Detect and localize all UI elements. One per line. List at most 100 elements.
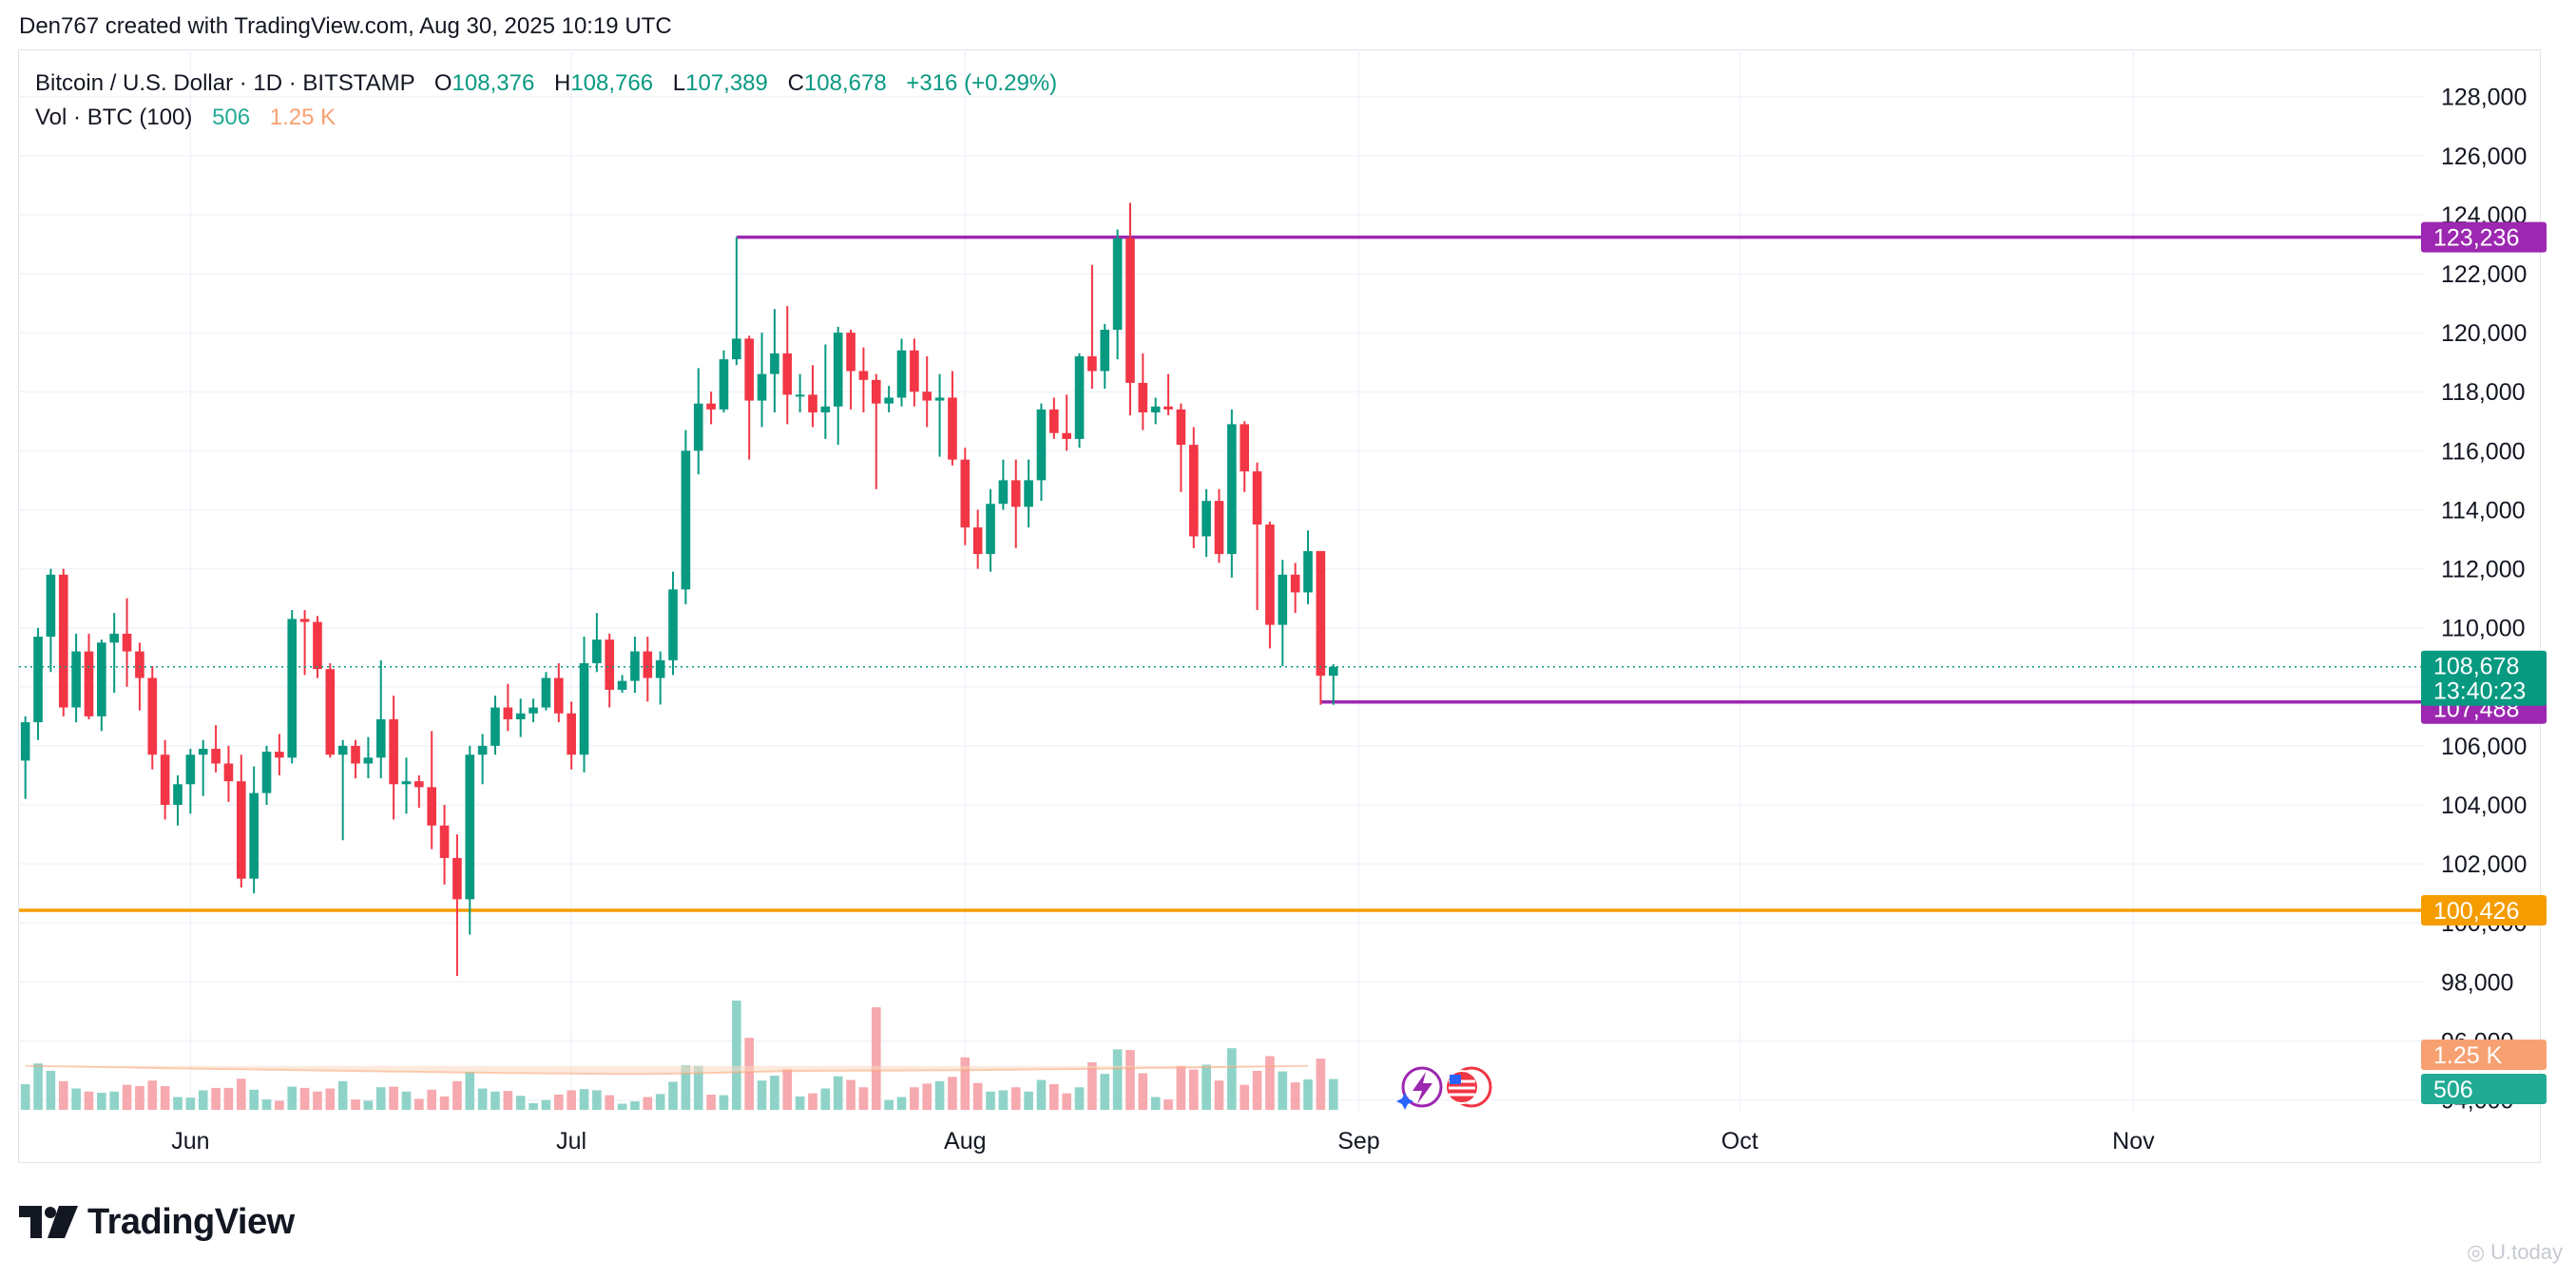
candle[interactable] xyxy=(1188,427,1199,548)
candle[interactable] xyxy=(185,749,196,814)
us-flag-event-icon[interactable] xyxy=(1445,1066,1492,1108)
candle[interactable] xyxy=(529,698,538,723)
candle[interactable] xyxy=(71,633,81,723)
candle[interactable] xyxy=(465,745,475,935)
candle[interactable] xyxy=(147,666,158,770)
candles[interactable] xyxy=(20,202,1338,977)
candle[interactable] xyxy=(934,373,945,457)
candle[interactable] xyxy=(211,725,221,773)
candle[interactable] xyxy=(313,616,322,678)
candle[interactable] xyxy=(1087,264,1097,390)
volume-label[interactable]: Vol · BTC (100) xyxy=(35,105,193,130)
candle[interactable] xyxy=(1201,488,1211,558)
candle[interactable] xyxy=(986,488,995,572)
candle[interactable] xyxy=(668,571,678,676)
candle[interactable] xyxy=(1074,353,1085,449)
candle[interactable] xyxy=(46,568,56,673)
candle[interactable] xyxy=(972,509,983,569)
candle[interactable] xyxy=(553,662,564,723)
candle[interactable] xyxy=(249,766,259,894)
candle[interactable] xyxy=(1328,664,1338,705)
candle[interactable] xyxy=(1303,530,1313,604)
candle[interactable] xyxy=(1227,409,1237,578)
candle[interactable] xyxy=(198,739,208,796)
candle[interactable] xyxy=(922,355,932,428)
candle[interactable] xyxy=(337,739,348,841)
candle[interactable] xyxy=(503,683,513,732)
candle[interactable] xyxy=(655,651,665,705)
candle[interactable] xyxy=(592,613,602,673)
candle[interactable] xyxy=(1316,550,1326,705)
candle[interactable] xyxy=(693,368,703,475)
candle[interactable] xyxy=(427,731,437,849)
candle[interactable] xyxy=(1062,394,1071,451)
candle[interactable] xyxy=(579,637,589,773)
candle[interactable] xyxy=(1010,459,1021,548)
candle[interactable] xyxy=(160,739,170,820)
candle[interactable] xyxy=(1290,563,1300,614)
candle[interactable] xyxy=(833,326,843,446)
candle[interactable] xyxy=(84,633,94,719)
candle[interactable] xyxy=(236,754,246,888)
candle[interactable] xyxy=(261,745,272,806)
tradingview-logo[interactable]: TradingView xyxy=(19,1199,295,1245)
candle[interactable] xyxy=(1214,488,1224,563)
candle[interactable] xyxy=(846,330,855,410)
candle[interactable] xyxy=(541,672,551,711)
candle[interactable] xyxy=(706,391,716,425)
candle[interactable] xyxy=(515,698,526,737)
candle[interactable] xyxy=(1138,353,1148,430)
candle[interactable] xyxy=(795,373,805,412)
candle[interactable] xyxy=(414,774,424,809)
candle[interactable] xyxy=(1100,323,1110,390)
candle[interactable] xyxy=(782,306,793,425)
candle[interactable] xyxy=(896,338,907,407)
candle[interactable] xyxy=(351,739,360,779)
candle[interactable] xyxy=(820,344,831,439)
candle[interactable] xyxy=(757,333,767,428)
candle[interactable] xyxy=(1176,403,1186,492)
candle[interactable] xyxy=(948,371,957,466)
candle[interactable] xyxy=(719,350,729,412)
candle[interactable] xyxy=(1112,229,1123,360)
candle[interactable] xyxy=(1163,373,1173,416)
candle[interactable] xyxy=(1240,421,1250,492)
candle[interactable] xyxy=(325,662,336,758)
candle[interactable] xyxy=(1265,521,1275,649)
candle[interactable] xyxy=(871,373,881,489)
candle[interactable] xyxy=(173,774,183,826)
candle[interactable] xyxy=(858,347,869,412)
candle[interactable] xyxy=(439,805,450,885)
candle[interactable] xyxy=(275,734,284,775)
symbol-label[interactable]: Bitcoin / U.S. Dollar · 1D · BITSTAMP xyxy=(35,70,415,96)
candle[interactable] xyxy=(617,675,627,694)
candle[interactable] xyxy=(490,696,500,755)
candle[interactable] xyxy=(910,338,919,407)
candle[interactable] xyxy=(109,613,120,694)
candle[interactable] xyxy=(744,335,754,460)
candle[interactable] xyxy=(33,627,43,740)
candle[interactable] xyxy=(681,430,691,604)
candle[interactable] xyxy=(58,568,68,716)
candle[interactable] xyxy=(299,610,310,676)
candle[interactable] xyxy=(960,448,971,545)
candle[interactable] xyxy=(770,309,779,412)
candle[interactable] xyxy=(1024,459,1033,528)
candle[interactable] xyxy=(1125,202,1135,416)
candle[interactable] xyxy=(998,459,1009,510)
candle[interactable] xyxy=(363,736,374,779)
candle[interactable] xyxy=(1049,397,1059,439)
candle[interactable] xyxy=(477,734,488,785)
candle[interactable] xyxy=(567,701,576,770)
candle[interactable] xyxy=(223,745,234,802)
horizontal-levels[interactable] xyxy=(19,235,2424,912)
lightning-event-icon[interactable] xyxy=(1396,1066,1443,1110)
candle[interactable] xyxy=(452,834,462,977)
candle[interactable] xyxy=(389,696,398,820)
candle[interactable] xyxy=(375,659,386,779)
candle[interactable] xyxy=(97,640,106,732)
candle[interactable] xyxy=(884,386,894,412)
candle[interactable] xyxy=(122,598,132,687)
candle[interactable] xyxy=(20,716,30,799)
